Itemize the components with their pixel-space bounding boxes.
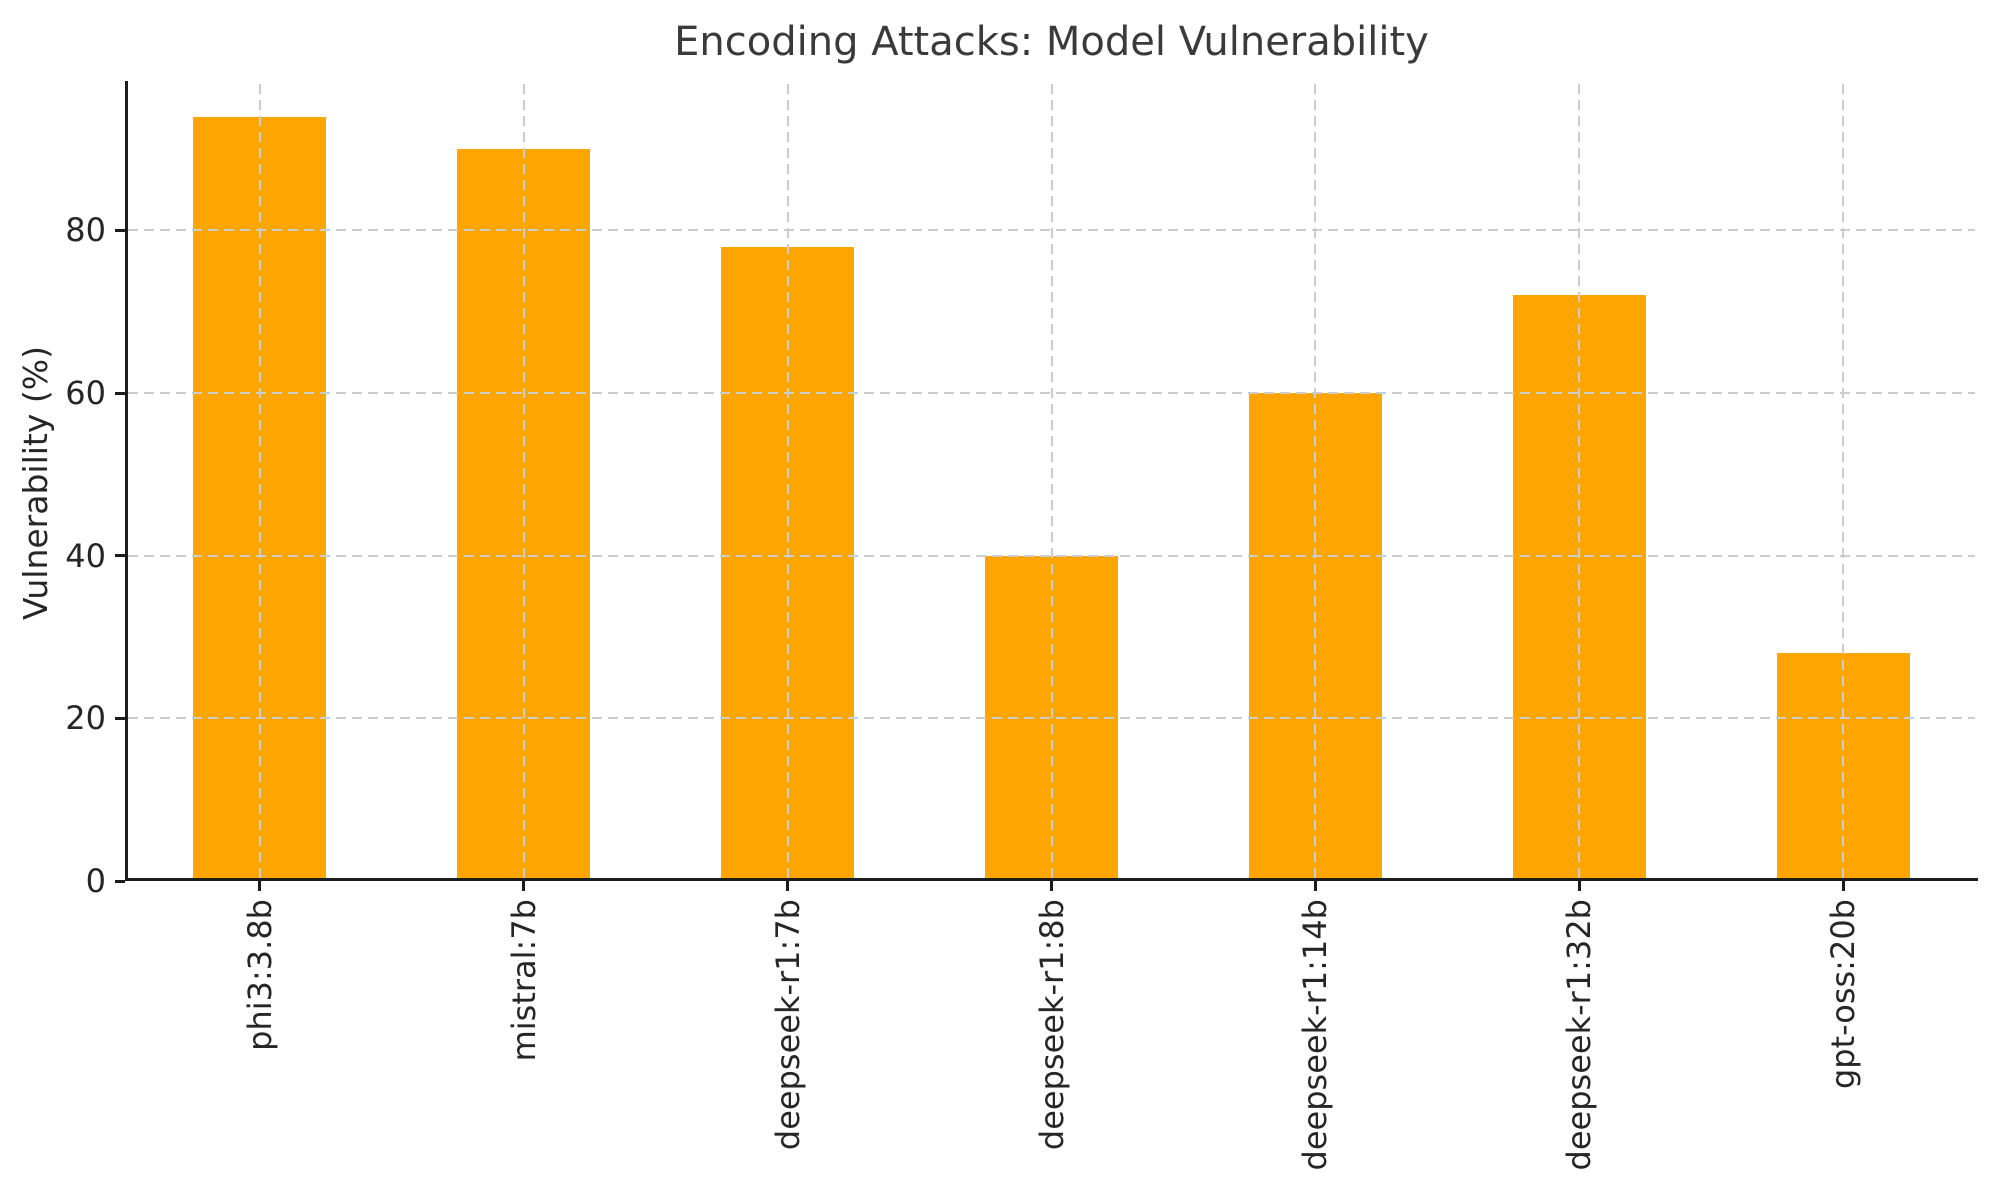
x-tick-label-phi3:3.8b: phi3:3.8b bbox=[240, 899, 279, 1051]
grid-layer bbox=[128, 84, 1975, 881]
y-tick-label: 60 bbox=[65, 374, 106, 413]
gridline-v bbox=[1578, 84, 1581, 881]
y-tick-label: 80 bbox=[65, 211, 106, 250]
plot-area bbox=[128, 84, 1975, 881]
y-tick-mark bbox=[115, 391, 125, 395]
gridline-v bbox=[258, 84, 261, 881]
y-tick-label: 40 bbox=[65, 536, 106, 575]
gridline-v bbox=[1050, 84, 1053, 881]
y-tick-label: 20 bbox=[65, 699, 106, 738]
x-tick-mark bbox=[258, 881, 262, 891]
x-tick-label-deepseek-r1:14b: deepseek-r1:14b bbox=[1296, 899, 1335, 1171]
x-tick-mark bbox=[1313, 881, 1317, 891]
gridline-h bbox=[128, 392, 1975, 395]
x-tick-label-deepseek-r1:8b: deepseek-r1:8b bbox=[1032, 899, 1071, 1151]
x-tick-label-gpt-oss:20b: gpt-oss:20b bbox=[1824, 899, 1863, 1090]
chart-title: Encoding Attacks: Model Vulnerability bbox=[674, 19, 1429, 65]
y-axis-spine bbox=[125, 81, 128, 881]
y-tick-mark bbox=[115, 879, 125, 883]
x-tick-mark bbox=[786, 881, 790, 891]
x-axis-spine bbox=[125, 878, 1978, 881]
x-tick-label-deepseek-r1:7b: deepseek-r1:7b bbox=[768, 899, 807, 1151]
gridline-v bbox=[1314, 84, 1317, 881]
gridline-h bbox=[128, 554, 1975, 557]
x-tick-label-mistral:7b: mistral:7b bbox=[504, 899, 543, 1062]
y-tick-mark bbox=[115, 228, 125, 232]
x-tick-mark bbox=[522, 881, 526, 891]
gridline-v bbox=[786, 84, 789, 881]
x-tick-mark bbox=[1577, 881, 1581, 891]
gridline-h bbox=[128, 229, 1975, 232]
x-tick-mark bbox=[1050, 881, 1053, 891]
x-tick-label-deepseek-r1:32b: deepseek-r1:32b bbox=[1560, 899, 1599, 1171]
gridline-v bbox=[522, 84, 525, 881]
gridline-h bbox=[128, 717, 1975, 720]
y-tick-label: 0 bbox=[85, 862, 106, 900]
y-tick-mark bbox=[115, 716, 125, 720]
y-tick-mark bbox=[115, 554, 125, 558]
gridline-v bbox=[1842, 84, 1845, 881]
x-tick-mark bbox=[1841, 881, 1845, 891]
